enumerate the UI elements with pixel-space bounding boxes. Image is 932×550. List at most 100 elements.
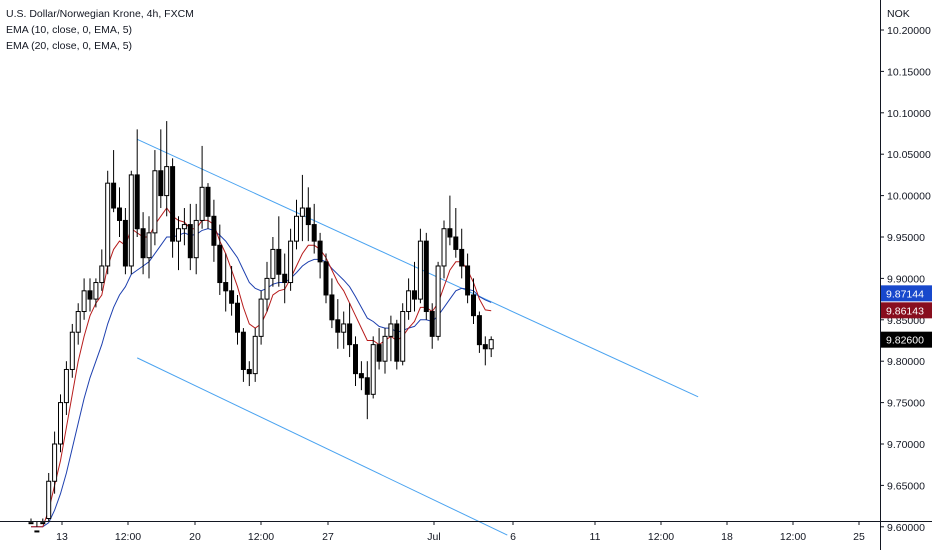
candle [46,472,52,521]
y-tick-label: 9.80000 [887,356,925,368]
candle [99,249,105,291]
candle [276,216,282,287]
candle-body-down [476,315,482,346]
candle-body-down [329,294,335,321]
price-label-text: 9.86143 [886,305,924,317]
x-tick-label: 25 [853,531,865,543]
candle-body-up [252,335,258,375]
candle-body-down [394,323,400,362]
candle-body-down [122,219,128,267]
y-tick-label: 10.10000 [887,108,931,120]
candle-body-up [270,248,276,279]
candle [370,336,376,399]
candle-body-down [364,377,370,395]
candle-body-down [423,240,429,313]
candle-body-up [388,323,394,337]
candle [406,278,412,320]
x-tick-label: 12:00 [648,531,674,543]
candle-body-up [417,240,423,300]
y-tick-label: 9.65000 [887,480,925,492]
candle [323,253,329,304]
candle [105,170,111,275]
candle [453,208,459,258]
candle [63,361,69,416]
candle-body-down [240,331,246,370]
candle-body-down [311,224,317,242]
candle [471,278,476,324]
candle-body-down [412,290,417,300]
candle-body-up [52,443,58,482]
candle-body-down [282,273,288,284]
candle [435,261,441,341]
candle [335,299,341,349]
legend-ema-10: EMA (10, close, 0, EMA, 5) [6,24,133,36]
candle [459,228,465,279]
candle-body-down [323,261,329,296]
candle [170,158,176,258]
candle-body-up [258,298,264,337]
x-tick-label: 20 [189,531,201,543]
y-tick-label: 9.60000 [887,522,925,534]
price-label-text: 9.82600 [886,335,924,347]
candle [412,261,417,312]
candle-body-up [93,282,99,300]
candle-body-down [229,290,235,304]
candle [128,170,134,275]
legend-ema-20: EMA (20, close, 0, EMA, 5) [6,40,133,52]
candle-body-up [435,265,441,337]
candle [394,319,400,370]
candle-body-down [217,244,223,284]
candle [58,394,63,453]
candle [93,278,99,308]
candle-body-up [146,232,152,259]
candle-body-up [63,368,69,404]
candles [28,121,494,533]
candle-body-up [46,480,52,520]
candle [229,265,235,316]
candle-body-down [28,522,34,525]
candle [329,278,335,329]
candle-body-down [447,228,453,238]
candle-body-down [170,166,176,242]
candle-body-down [140,228,146,259]
candle-body-up [69,331,75,370]
candle-body-up [164,166,170,197]
candle [164,121,170,217]
candle [488,336,494,358]
candle-body-down [376,344,382,362]
candle-body-down [353,344,358,375]
candle [205,183,211,229]
candle-body-up [488,339,494,350]
candle-body-up [128,174,134,267]
candle [258,290,264,345]
candle [482,336,488,366]
x-tick-label: 12:00 [115,531,141,543]
candle-body-down [111,182,117,209]
candle-body-down [235,302,240,333]
x-tick-label: 12:00 [248,531,274,543]
candle-body-up [99,265,105,284]
candle [311,203,317,254]
candle [358,361,364,391]
price-label-bg [881,302,932,319]
candle [134,129,140,237]
currency-label: NOK [887,8,910,20]
candle [146,216,152,279]
candle-body-up [400,311,406,362]
price-label-bg [881,331,932,348]
candle [282,253,288,304]
candle [299,174,305,242]
candle [264,261,270,312]
candle-body-up [58,402,63,445]
x-tick-label: 13 [56,531,68,543]
candle [158,129,164,209]
candle-body-down [453,236,459,250]
y-tick-label: 9.95000 [887,232,925,244]
candle-body-up [75,311,81,333]
candle-body-down [34,530,40,533]
candle [81,278,87,320]
candle [122,208,128,275]
y-tick-label: 10.00000 [887,191,931,203]
